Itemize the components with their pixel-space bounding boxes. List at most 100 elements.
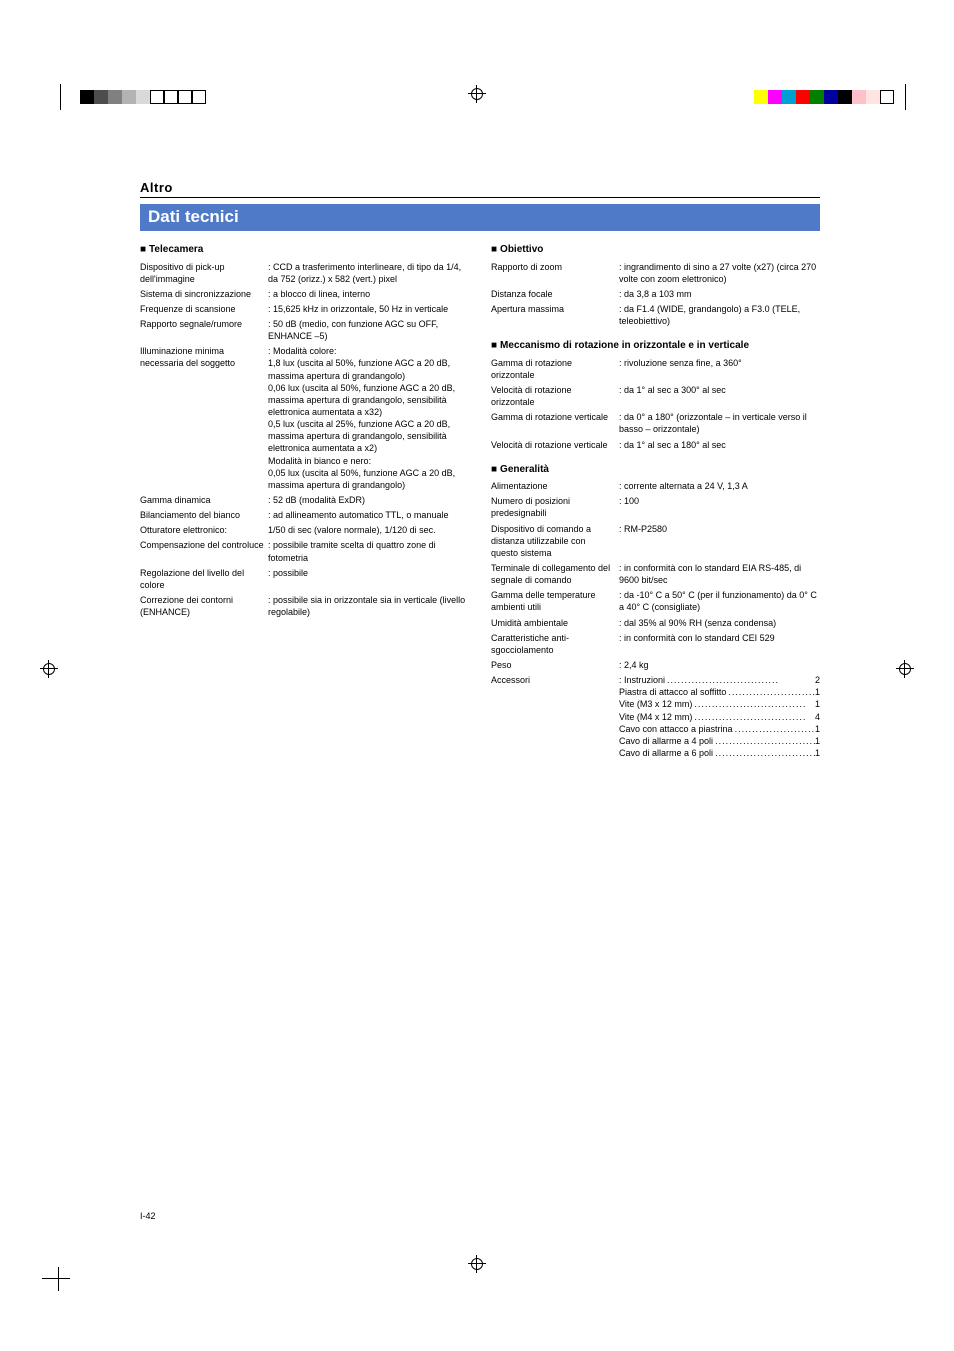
swatch xyxy=(824,90,838,104)
spec-value: possibile tramite scelta di quattro zone… xyxy=(268,539,469,563)
spec-label: Umidità ambientale xyxy=(491,617,619,629)
swatch xyxy=(150,90,164,104)
accessory-item: Vite (M4 x 12 mm) ......................… xyxy=(619,711,820,723)
registration-mark-icon xyxy=(468,85,486,103)
spec-row: Correzione dei contorni (ENHANCE)possibi… xyxy=(140,594,469,618)
spec-value: a blocco di linea, interno xyxy=(268,288,469,300)
dot-leader: ................................ xyxy=(692,711,815,723)
swatch xyxy=(754,90,768,104)
page-number: I-42 xyxy=(140,1211,156,1221)
swatch xyxy=(866,90,880,104)
spec-label: Rapporto segnale/rumore xyxy=(140,318,268,342)
spec-label: Velocità di rotazione verticale xyxy=(491,439,619,451)
section-head-label: Telecamera xyxy=(149,244,203,255)
spec-row: Gamma di rotazione verticaleda 0° a 180°… xyxy=(491,411,820,435)
swatch xyxy=(782,90,796,104)
spec-value: in conformità con lo standard EIA RS-485… xyxy=(619,562,820,586)
accessory-qty: 1 xyxy=(815,747,820,759)
spec-label: Gamma di rotazione verticale xyxy=(491,411,619,435)
spec-value: RM-P2580 xyxy=(619,523,820,559)
spec-row: Peso2,4 kg xyxy=(491,659,820,671)
accessory-name: Vite (M4 x 12 mm) xyxy=(619,711,692,723)
spec-row: Bilanciamento del biancoad allineamento … xyxy=(140,509,469,521)
swatch xyxy=(164,90,178,104)
spec-label: Accessori xyxy=(491,674,619,759)
spec-value: 1/50 di sec (valore normale), 1/120 di s… xyxy=(268,524,469,536)
spec-row: Illuminazione minima necessaria del sogg… xyxy=(140,345,469,491)
section-head-label: Obiettivo xyxy=(500,244,543,255)
spec-value: 52 dB (modalità ExDR) xyxy=(268,494,469,506)
spec-label: Gamma dinamica xyxy=(140,494,268,506)
section-head-obiettivo: ■Obiettivo xyxy=(491,243,820,257)
spec-value: corrente alternata a 24 V, 1,3 A xyxy=(619,480,820,492)
breadcrumb: Altro xyxy=(140,180,820,195)
swatch xyxy=(108,90,122,104)
crop-line xyxy=(58,1267,59,1291)
spec-row: Rapporto segnale/rumore50 dB (medio, con… xyxy=(140,318,469,342)
spec-value: Modalità colore: 1,8 lux (uscita al 50%,… xyxy=(268,345,469,491)
swatch xyxy=(796,90,810,104)
accessory-name: Cavo di allarme a 4 poli xyxy=(619,735,713,747)
spec-value: ad allineamento automatico TTL, o manual… xyxy=(268,509,469,521)
registration-mark-icon xyxy=(40,660,58,678)
accessory-qty: 1 xyxy=(815,686,820,698)
registration-mark-icon xyxy=(468,1255,486,1273)
accessory-item: Cavo di allarme a 6 poli ...............… xyxy=(619,747,820,759)
color-swatches xyxy=(754,90,894,104)
swatch xyxy=(80,90,94,104)
accessory-qty: 1 xyxy=(815,735,820,747)
spec-value: in conformità con lo standard CEI 529 xyxy=(619,632,820,656)
divider xyxy=(140,197,820,198)
section-head-label: Generalità xyxy=(500,464,549,475)
section-head-telecamera: ■Telecamera xyxy=(140,243,469,257)
spec-label: Gamma di rotazione orizzontale xyxy=(491,357,619,381)
dot-leader: ................................ xyxy=(692,698,815,710)
spec-row: Velocità di rotazione verticaleda 1° al … xyxy=(491,439,820,451)
spec-row: Dispositivo di comando a distanza utiliz… xyxy=(491,523,820,559)
section-head-meccanismo: ■Meccanismo di rotazione in orizzontale … xyxy=(491,339,820,353)
spec-label: Frequenze di scansione xyxy=(140,303,268,315)
accessory-name: : Instruzioni xyxy=(619,674,665,686)
spec-label: Dispositivo di comando a distanza utiliz… xyxy=(491,523,619,559)
spec-value: da 1° al sec a 180° al sec xyxy=(619,439,820,451)
spec-label: Gamma delle temperature ambienti utili xyxy=(491,589,619,613)
spec-row: Gamma delle temperature ambienti utilida… xyxy=(491,589,820,613)
swatch xyxy=(838,90,852,104)
crop-line xyxy=(42,1278,70,1279)
spec-row: Numero di posizioni predesignabili100 xyxy=(491,495,820,519)
dot-leader: ................................ xyxy=(713,747,815,759)
spec-value: dal 35% al 90% RH (senza condensa) xyxy=(619,617,820,629)
spec-value: da 1° al sec a 300° al sec xyxy=(619,384,820,408)
crop-line xyxy=(905,84,906,110)
spec-label: Sistema di sincronizzazione xyxy=(140,288,268,300)
accessories-list: : Instruzioni ..........................… xyxy=(619,674,820,759)
swatch xyxy=(810,90,824,104)
spec-label: Otturatore elettronico: xyxy=(140,524,268,536)
spec-row: Compensazione del controlucepossibile tr… xyxy=(140,539,469,563)
spec-row: Regolazione del livello del colorepossib… xyxy=(140,567,469,591)
spec-row: Dispositivo di pick-up dell'immagineCCD … xyxy=(140,261,469,285)
page-content: Altro Dati tecnici ■Telecamera Dispositi… xyxy=(140,180,820,762)
spec-row: Gamma dinamica52 dB (modalità ExDR) xyxy=(140,494,469,506)
accessory-item: Cavo di allarme a 4 poli ...............… xyxy=(619,735,820,747)
spec-value: 2,4 kg xyxy=(619,659,820,671)
accessory-item: Vite (M3 x 12 mm) ......................… xyxy=(619,698,820,710)
spec-label: Apertura massima xyxy=(491,303,619,327)
spec-label: Regolazione del livello del colore xyxy=(140,567,268,591)
spec-value: 15,625 kHz in orizzontale, 50 Hz in vert… xyxy=(268,303,469,315)
accessory-qty: 1 xyxy=(815,698,820,710)
spec-value: da 0° a 180° (orizzontale – in verticale… xyxy=(619,411,820,435)
spec-row: Distanza focaleda 3,8 a 103 mm xyxy=(491,288,820,300)
spec-value: CCD a trasferimento interlineare, di tip… xyxy=(268,261,469,285)
spec-label: Compensazione del controluce xyxy=(140,539,268,563)
accessory-qty: 4 xyxy=(815,711,820,723)
spec-value: possibile xyxy=(268,567,469,591)
spec-label: Peso xyxy=(491,659,619,671)
spec-row: Apertura massimada F1.4 (WIDE, grandango… xyxy=(491,303,820,327)
swatch xyxy=(122,90,136,104)
spec-row: Frequenze di scansione15,625 kHz in oriz… xyxy=(140,303,469,315)
page-title: Dati tecnici xyxy=(140,204,820,231)
dot-leader: ................................ xyxy=(713,735,815,747)
spec-value: 100 xyxy=(619,495,820,519)
crop-line xyxy=(60,84,61,110)
